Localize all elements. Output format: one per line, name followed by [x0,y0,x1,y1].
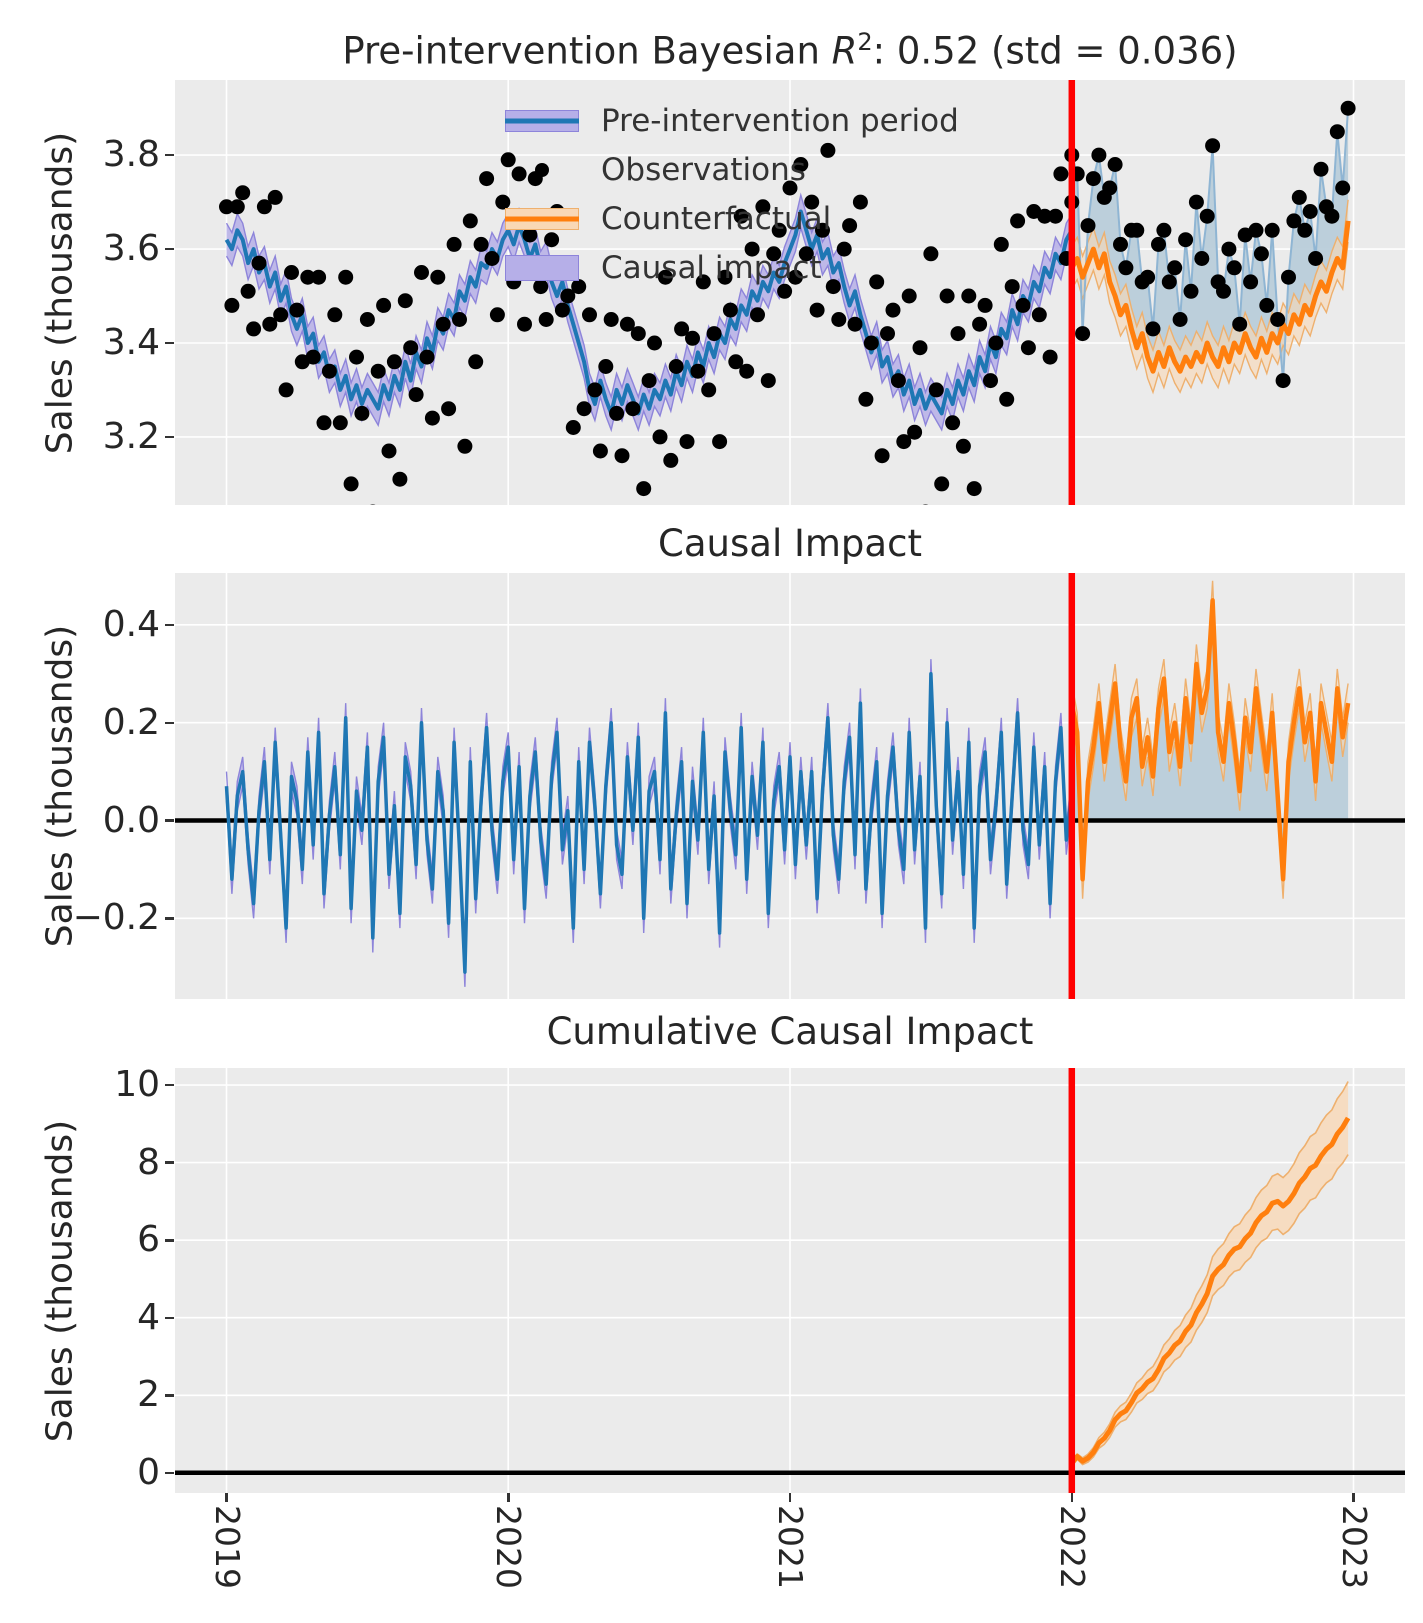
observations-swatch-icon [505,154,579,186]
panel2-ytick-0-4: 0.4 [102,603,160,645]
panel3-ytick-6: 6 [137,1219,160,1261]
panel3-ytick-2: 2 [137,1374,160,1416]
x-tick-mark [1070,1493,1074,1502]
xtick-2022: 2022 [1052,1505,1092,1589]
y-tick-mark [165,1083,174,1087]
panel1-chart-svg [175,80,1405,505]
panel2-causal-impact-plot [175,573,1405,999]
panel3-cumulative-plot [175,1068,1405,1493]
y-tick-mark [165,247,174,251]
x-tick-mark [225,1493,228,1502]
legend-label-counterfactual: Counterfactual [601,200,832,237]
panel3-ytick-10: 10 [114,1064,160,1105]
panel1-title: Pre-intervention Bayesian R2: 0.52 (std … [175,19,1405,74]
xtick-2019: 2019 [207,1505,247,1589]
counterfactual-swatch-icon [505,203,579,235]
panel1-title-suffix: : 0.52 (std = 0.036) [872,29,1238,73]
xtick-2023: 2023 [1334,1505,1374,1589]
x-tick-mark [1352,1493,1355,1502]
y-tick-mark [165,341,174,345]
r-squared-symbol: R [831,29,858,73]
panel3-y-axis-label: Sales (thousands) [39,1119,81,1442]
panel2-ytick-neg0-2: −0.2 [72,897,160,939]
legend-label-causal-impact: Causal impact [601,249,822,286]
r-squared-exponent: 2 [857,28,873,56]
panel3-ytick-0: 0 [137,1451,160,1493]
legend-item-pre-intervention: Pre-intervention period [505,96,959,145]
causal-impact-swatch-icon [505,252,579,284]
panel1-ytick-3-8: 3.8 [102,134,160,176]
panel3-chart-svg [175,1068,1405,1493]
panel2-chart-svg [175,573,1405,999]
x-tick-mark [788,1493,792,1502]
y-tick-mark [165,153,174,157]
y-tick-mark [165,721,174,724]
legend-label-pre-intervention: Pre-intervention period [601,102,959,139]
y-tick-mark [165,1471,174,1475]
panel1-ytick-3-4: 3.4 [102,322,160,363]
legend-item-observations: Observations [505,145,959,194]
panel3-ytick-4: 4 [137,1296,160,1338]
legend-label-observations: Observations [601,151,806,188]
y-tick-mark [165,435,174,439]
legend-item-counterfactual: Counterfactual [505,194,959,243]
y-tick-mark [165,917,174,920]
y-tick-mark [165,819,174,822]
x-tick-mark [507,1493,510,1502]
pre-intervention-swatch-icon [505,105,579,137]
xtick-2020: 2020 [489,1505,529,1589]
legend-item-causal-impact: Causal impact [505,243,959,292]
y-tick-mark [165,623,174,627]
panel1-ytick-3-2: 3.2 [102,415,160,457]
panel1-observations-plot [175,80,1405,505]
panel2-ytick-0-2: 0.2 [102,701,160,743]
y-tick-mark [165,1239,174,1242]
panel2-ytick-0-0: 0.0 [102,799,160,841]
y-tick-mark [165,1161,174,1164]
panel1-ytick-3-6: 3.6 [102,228,160,270]
panel1-title-prefix: Pre-intervention Bayesian [342,29,832,73]
panel3-ytick-8: 8 [137,1141,160,1183]
xtick-2021: 2021 [771,1505,811,1589]
panel2-title: Causal Impact [658,522,922,565]
y-tick-mark [165,1394,174,1397]
legend: Pre-intervention period Observations Cou… [505,96,959,292]
panel3-title: Cumulative Causal Impact [546,1010,1034,1053]
y-tick-mark [165,1316,174,1319]
